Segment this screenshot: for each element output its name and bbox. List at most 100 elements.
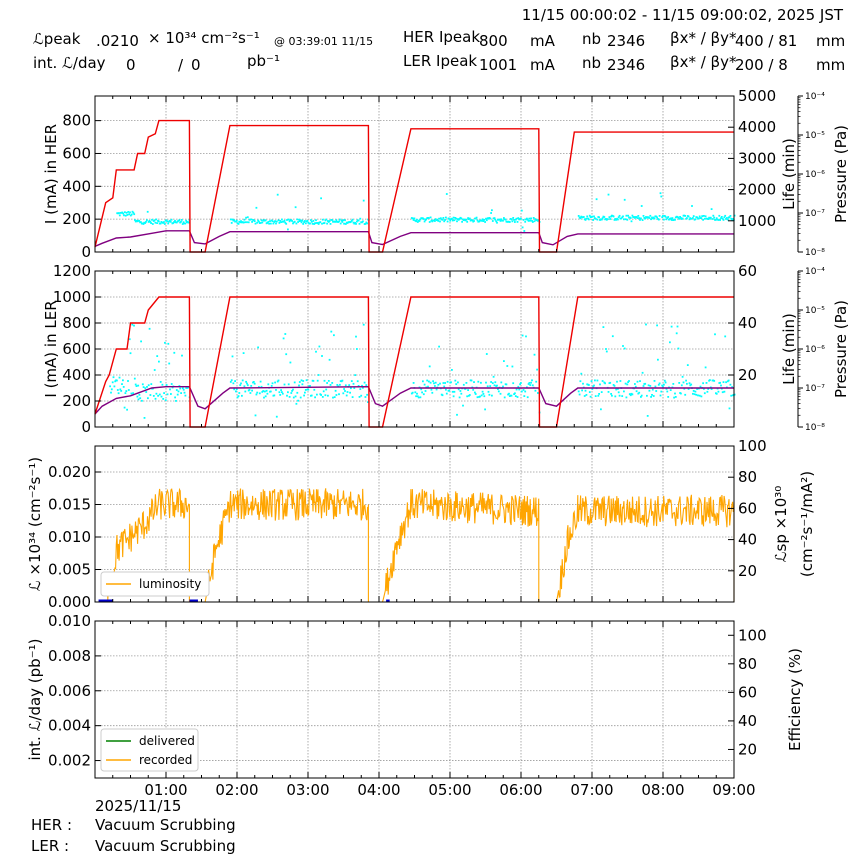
pressure-point — [473, 220, 475, 222]
pressure-point — [255, 393, 258, 396]
pressure-point — [439, 217, 442, 220]
pressure-point — [730, 394, 733, 397]
pressure-point — [651, 388, 654, 391]
pressure-point — [439, 220, 441, 223]
pressure-tick-label: 10⁻⁴ — [805, 267, 825, 277]
pressure-point — [454, 379, 457, 382]
pressure-point — [257, 346, 259, 349]
pressure-point — [711, 218, 714, 220]
pressure-point — [246, 382, 248, 385]
pressure-point — [606, 218, 609, 220]
pressure-point — [580, 372, 583, 375]
pressure-point — [289, 361, 292, 364]
pressure-point — [715, 392, 718, 395]
pressure-point — [321, 355, 323, 357]
pressure-point — [160, 395, 163, 398]
pressure-point — [180, 392, 182, 394]
pressure-point — [725, 381, 727, 384]
legend-label-recorded: recorded — [139, 753, 192, 767]
pressure-point — [282, 337, 285, 340]
y-tick-label: 0.015 — [48, 496, 91, 514]
pressure-point — [359, 388, 362, 390]
pressure-point — [287, 218, 290, 221]
pressure-point — [355, 223, 357, 225]
pressure-point — [495, 220, 498, 223]
pressure-point — [278, 391, 281, 394]
pressure-point — [657, 218, 660, 221]
pressure-point — [320, 197, 322, 200]
pressure-point — [297, 399, 299, 402]
pressure-point — [700, 217, 703, 219]
pressure-point — [717, 219, 720, 221]
pressure-point — [615, 218, 618, 221]
pressure-point — [508, 392, 510, 395]
pressure-point — [731, 219, 733, 221]
pressure-point — [605, 350, 608, 353]
pressure-point — [309, 385, 311, 387]
pressure-point — [623, 198, 626, 201]
pressure-point — [180, 219, 183, 221]
pressure-point — [149, 394, 152, 396]
y-tick-label: 0 — [81, 243, 91, 261]
pressure-point — [251, 389, 253, 392]
pressure-point — [503, 396, 506, 399]
pressure-point — [714, 333, 716, 336]
pressure-point — [331, 219, 334, 221]
pressure-point — [588, 391, 591, 393]
pressure-point — [650, 218, 652, 221]
pressure-point — [524, 390, 527, 393]
pressure-point — [480, 394, 483, 397]
pressure-point — [659, 394, 662, 397]
pressure-point — [109, 385, 111, 388]
pressure-point — [243, 385, 246, 388]
pressure-point — [258, 386, 260, 388]
pressure-point — [698, 394, 701, 397]
pressure-point — [703, 392, 706, 395]
y2-tick-label: 80 — [738, 468, 757, 486]
pressure-point — [362, 199, 365, 202]
pressure-point — [254, 222, 257, 225]
pressure-point — [723, 216, 726, 219]
pressure-point — [596, 379, 599, 382]
pressure-point — [698, 215, 701, 218]
pressure-point — [497, 388, 499, 390]
pressure-point — [719, 381, 721, 384]
pressure-point — [314, 396, 316, 399]
pressure-point — [353, 387, 356, 389]
pressure-tick-label: 10⁻⁷ — [805, 209, 825, 219]
pressure-point — [429, 216, 432, 219]
pressure-point — [634, 383, 636, 385]
pressure-point — [336, 384, 339, 386]
pressure-point — [642, 215, 645, 217]
pressure-point — [272, 222, 275, 225]
legend-label-delivered: delivered — [139, 734, 195, 748]
pressure-point — [432, 380, 434, 383]
pressure-point — [310, 219, 312, 221]
pressure-point — [250, 385, 253, 387]
pressure-point — [508, 221, 511, 223]
pressure-point — [468, 217, 471, 220]
pressure-point — [316, 393, 318, 396]
pressure-point — [419, 218, 422, 221]
pressure-point — [684, 215, 687, 217]
pressure-point — [238, 220, 241, 223]
pressure-point — [261, 221, 264, 224]
pressure-point — [723, 390, 726, 393]
pressure-point — [674, 396, 677, 398]
pressure-point — [338, 393, 340, 396]
pressure-point — [245, 380, 247, 383]
pressure-point — [474, 217, 477, 220]
pressure-point — [494, 381, 497, 384]
pressure-point — [691, 205, 693, 207]
pressure-point — [496, 384, 498, 387]
pressure-point — [341, 379, 344, 382]
pressure-point — [284, 221, 287, 224]
pressure-point — [301, 219, 304, 222]
pressure-point — [724, 335, 727, 338]
pressure-point — [434, 381, 437, 384]
pressure-point — [181, 354, 183, 357]
pressure-point — [231, 218, 234, 221]
pressure-point — [114, 380, 117, 383]
pressure-point — [122, 379, 124, 382]
pressure-point — [429, 381, 432, 384]
